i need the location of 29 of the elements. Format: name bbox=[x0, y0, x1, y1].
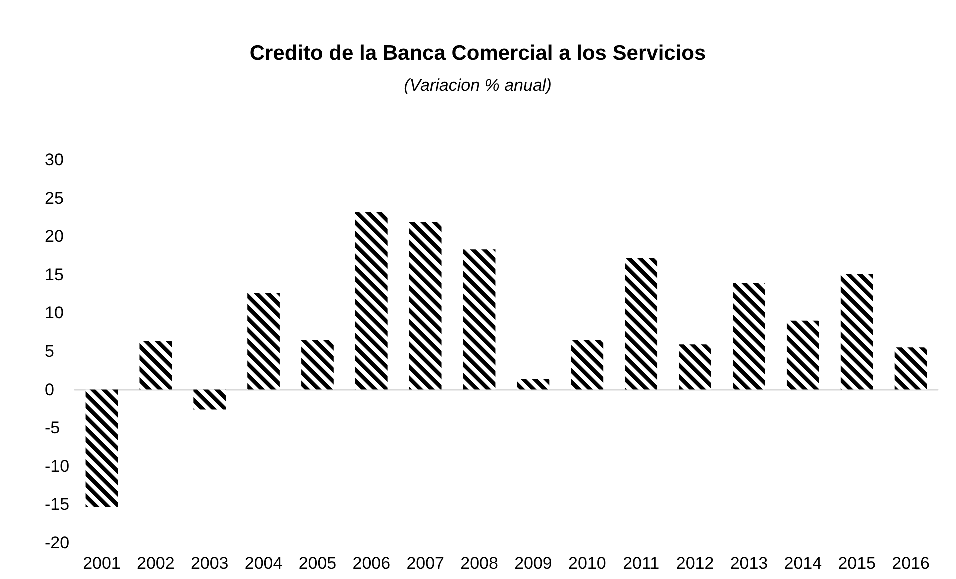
chart-subtitle: (Variacion % anual) bbox=[404, 76, 552, 95]
x-tick-label: 2009 bbox=[514, 554, 552, 573]
chart-title: Credito de la Banca Comercial a los Servicios bbox=[250, 42, 706, 65]
x-tick-label: 2016 bbox=[892, 554, 930, 573]
y-tick-label: -20 bbox=[45, 534, 70, 552]
x-tick-label: 2008 bbox=[460, 554, 498, 573]
y-tick-label: 5 bbox=[45, 342, 54, 361]
x-tick-label: 2007 bbox=[406, 554, 445, 573]
x-tick-label: 2012 bbox=[676, 554, 714, 573]
x-tick-label: 2013 bbox=[730, 554, 768, 573]
x-tick-label: 2002 bbox=[136, 554, 175, 573]
x-tick-label: 2005 bbox=[298, 554, 337, 573]
y-tick-label: 20 bbox=[45, 227, 64, 246]
x-tick-label: 2014 bbox=[784, 554, 822, 573]
y-tick-label: 25 bbox=[45, 188, 64, 208]
y-tick-label: -15 bbox=[45, 495, 70, 514]
y-tick-label: 30 bbox=[45, 150, 64, 170]
x-tick-label: 2006 bbox=[352, 554, 391, 573]
x-tick-label: 2001 bbox=[83, 554, 121, 573]
y-tick-label: 15 bbox=[45, 265, 64, 284]
y-tick-label: 10 bbox=[45, 304, 64, 323]
y-tick-label: 0 bbox=[45, 380, 54, 400]
x-tick-label: 2003 bbox=[190, 554, 229, 573]
x-tick-label: 2015 bbox=[838, 554, 876, 573]
x-tick-label: 2010 bbox=[568, 554, 606, 573]
x-tick-label: 2004 bbox=[244, 554, 283, 573]
y-tick-label: -10 bbox=[45, 456, 70, 476]
x-tick-label: 2011 bbox=[623, 554, 660, 573]
y-tick-label: -5 bbox=[45, 418, 60, 438]
